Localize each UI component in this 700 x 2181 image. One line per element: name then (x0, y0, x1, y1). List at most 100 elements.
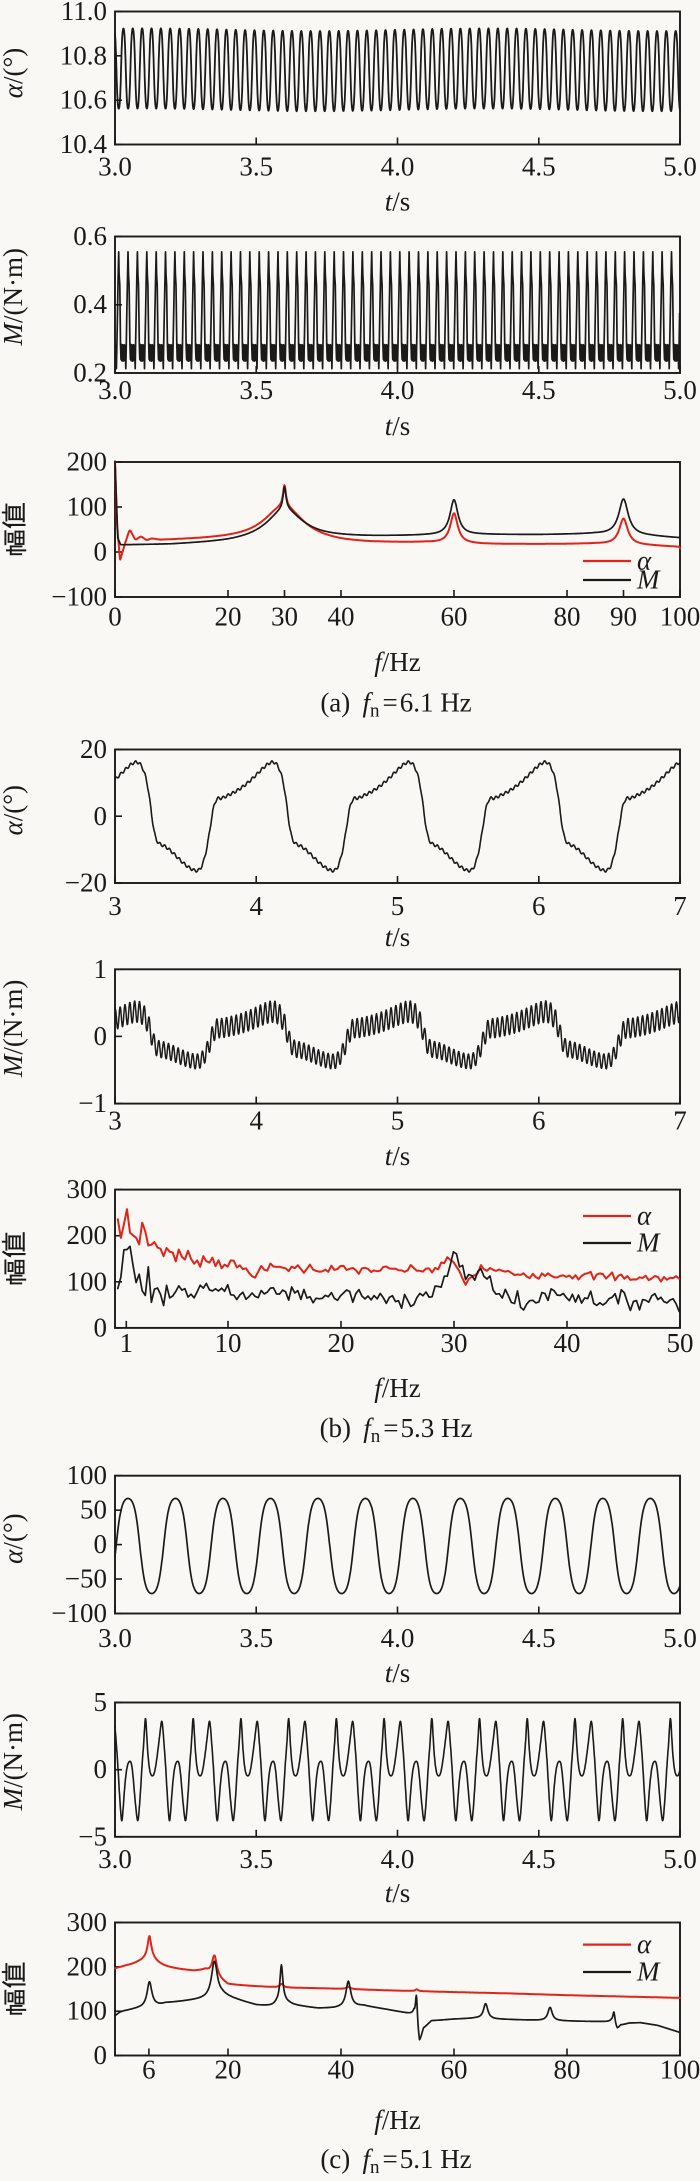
svg-text:1: 1 (94, 954, 108, 984)
svg-text:40: 40 (328, 2055, 355, 2085)
svg-text:0: 0 (108, 602, 122, 632)
svg-text:0: 0 (94, 2040, 108, 2070)
svg-text:5.0: 5.0 (663, 152, 697, 182)
svg-text:0: 0 (94, 1754, 108, 1784)
svg-text:(a) fn=6.1 Hz: (a) fn =6.1 Hz (320, 688, 471, 722)
svg-text:100: 100 (67, 1460, 108, 1490)
svg-text:10.4: 10.4 (60, 129, 108, 159)
svg-text:α: α (637, 1929, 652, 1959)
svg-text:20: 20 (215, 602, 242, 632)
svg-text:4.5: 4.5 (522, 1844, 556, 1874)
svg-text:7: 7 (673, 891, 687, 921)
svg-text:4.0: 4.0 (381, 152, 415, 182)
svg-text:0.2: 0.2 (73, 358, 107, 388)
svg-text:t/s: t/s (385, 1658, 411, 1688)
svg-text:t/s: t/s (385, 411, 411, 441)
svg-text:M/(N·m): M/(N·m) (0, 980, 28, 1078)
svg-text:200: 200 (67, 447, 108, 477)
svg-text:100: 100 (67, 1266, 108, 1296)
svg-text:200: 200 (67, 1220, 108, 1250)
svg-text:30: 30 (271, 602, 298, 632)
svg-text:0: 0 (94, 1312, 108, 1342)
svg-text:−5: −5 (78, 1821, 107, 1851)
svg-text:80: 80 (554, 2055, 581, 2085)
svg-text:10.8: 10.8 (60, 40, 107, 70)
svg-text:t/s: t/s (385, 1878, 411, 1908)
svg-text:−100: −100 (51, 582, 107, 612)
svg-text:80: 80 (554, 602, 581, 632)
svg-text:f/Hz: f/Hz (374, 647, 421, 677)
svg-text:5: 5 (391, 891, 405, 921)
svg-text:0.4: 0.4 (73, 289, 107, 319)
svg-text:20: 20 (80, 734, 107, 764)
svg-text:50: 50 (667, 1328, 694, 1358)
svg-text:40: 40 (328, 602, 355, 632)
svg-text:4.0: 4.0 (381, 1844, 415, 1874)
svg-text:5: 5 (391, 1106, 405, 1136)
svg-text:4.0: 4.0 (381, 1623, 415, 1653)
svg-text:20: 20 (215, 2055, 242, 2085)
svg-text:7: 7 (673, 1106, 687, 1136)
svg-text:300: 300 (67, 1907, 108, 1937)
svg-text:6: 6 (532, 1106, 546, 1136)
svg-text:t/s: t/s (385, 1141, 411, 1171)
svg-text:−1: −1 (78, 1088, 107, 1118)
svg-text:10.6: 10.6 (60, 85, 107, 115)
svg-text:4.5: 4.5 (522, 375, 556, 405)
svg-text:M: M (636, 1957, 661, 1987)
svg-text:5.0: 5.0 (663, 1844, 697, 1874)
svg-text:3.0: 3.0 (98, 375, 132, 405)
svg-text:0: 0 (94, 1021, 108, 1051)
svg-text:11.0: 11.0 (61, 0, 107, 26)
svg-text:M/(N·m): M/(N·m) (0, 248, 28, 346)
svg-text:3.0: 3.0 (98, 1623, 132, 1653)
svg-text:f/Hz: f/Hz (374, 2105, 421, 2135)
svg-text:3: 3 (108, 1106, 122, 1136)
svg-text:100: 100 (660, 2055, 700, 2085)
svg-text:100: 100 (67, 1996, 108, 2026)
svg-text:90: 90 (610, 602, 637, 632)
svg-text:(b) fn=5.3 Hz: (b) fn =5.3 Hz (320, 1413, 473, 1447)
svg-text:α/(°): α/(°) (0, 48, 28, 98)
svg-text:4: 4 (249, 891, 263, 921)
svg-text:3: 3 (108, 891, 122, 921)
svg-text:20: 20 (328, 1328, 355, 1358)
svg-text:50: 50 (80, 1495, 107, 1525)
svg-text:5: 5 (94, 1687, 108, 1717)
svg-text:−50: −50 (65, 1564, 107, 1594)
svg-text:4.5: 4.5 (522, 1623, 556, 1653)
svg-text:100: 100 (67, 492, 108, 522)
svg-text:α/(°): α/(°) (0, 1513, 28, 1563)
svg-text:4: 4 (249, 1106, 263, 1136)
svg-text:60: 60 (441, 2055, 468, 2085)
svg-text:6: 6 (142, 2055, 156, 2085)
svg-text:4.0: 4.0 (381, 375, 415, 405)
svg-text:5.0: 5.0 (663, 1623, 697, 1653)
svg-text:5.0: 5.0 (663, 375, 697, 405)
svg-text:3.0: 3.0 (98, 152, 132, 182)
svg-text:−20: −20 (65, 868, 107, 898)
svg-text:0: 0 (94, 537, 108, 567)
svg-text:40: 40 (554, 1328, 581, 1358)
svg-text:0: 0 (94, 1529, 108, 1559)
svg-text:4.5: 4.5 (522, 152, 556, 182)
svg-text:1: 1 (120, 1328, 134, 1358)
svg-text:300: 300 (67, 1174, 108, 1204)
svg-text:200: 200 (67, 1951, 108, 1981)
svg-text:0: 0 (94, 801, 108, 831)
svg-text:0.6: 0.6 (73, 221, 107, 251)
svg-text:M: M (636, 1228, 661, 1258)
svg-text:α/(°): α/(°) (0, 785, 28, 835)
svg-text:M/(N·m): M/(N·m) (0, 1713, 28, 1811)
svg-text:(c) fn=5.1 Hz: (c) fn =5.1 Hz (320, 2144, 471, 2178)
svg-text:100: 100 (660, 602, 700, 632)
svg-text:3.5: 3.5 (239, 375, 273, 405)
svg-text:α: α (637, 1201, 652, 1231)
svg-text:3.5: 3.5 (239, 1623, 273, 1653)
svg-text:f/Hz: f/Hz (374, 1373, 421, 1403)
svg-text:α: α (637, 546, 652, 576)
svg-text:t/s: t/s (385, 922, 411, 952)
svg-text:10: 10 (215, 1328, 242, 1358)
svg-text:6: 6 (532, 891, 546, 921)
svg-text:3.5: 3.5 (239, 1844, 273, 1874)
